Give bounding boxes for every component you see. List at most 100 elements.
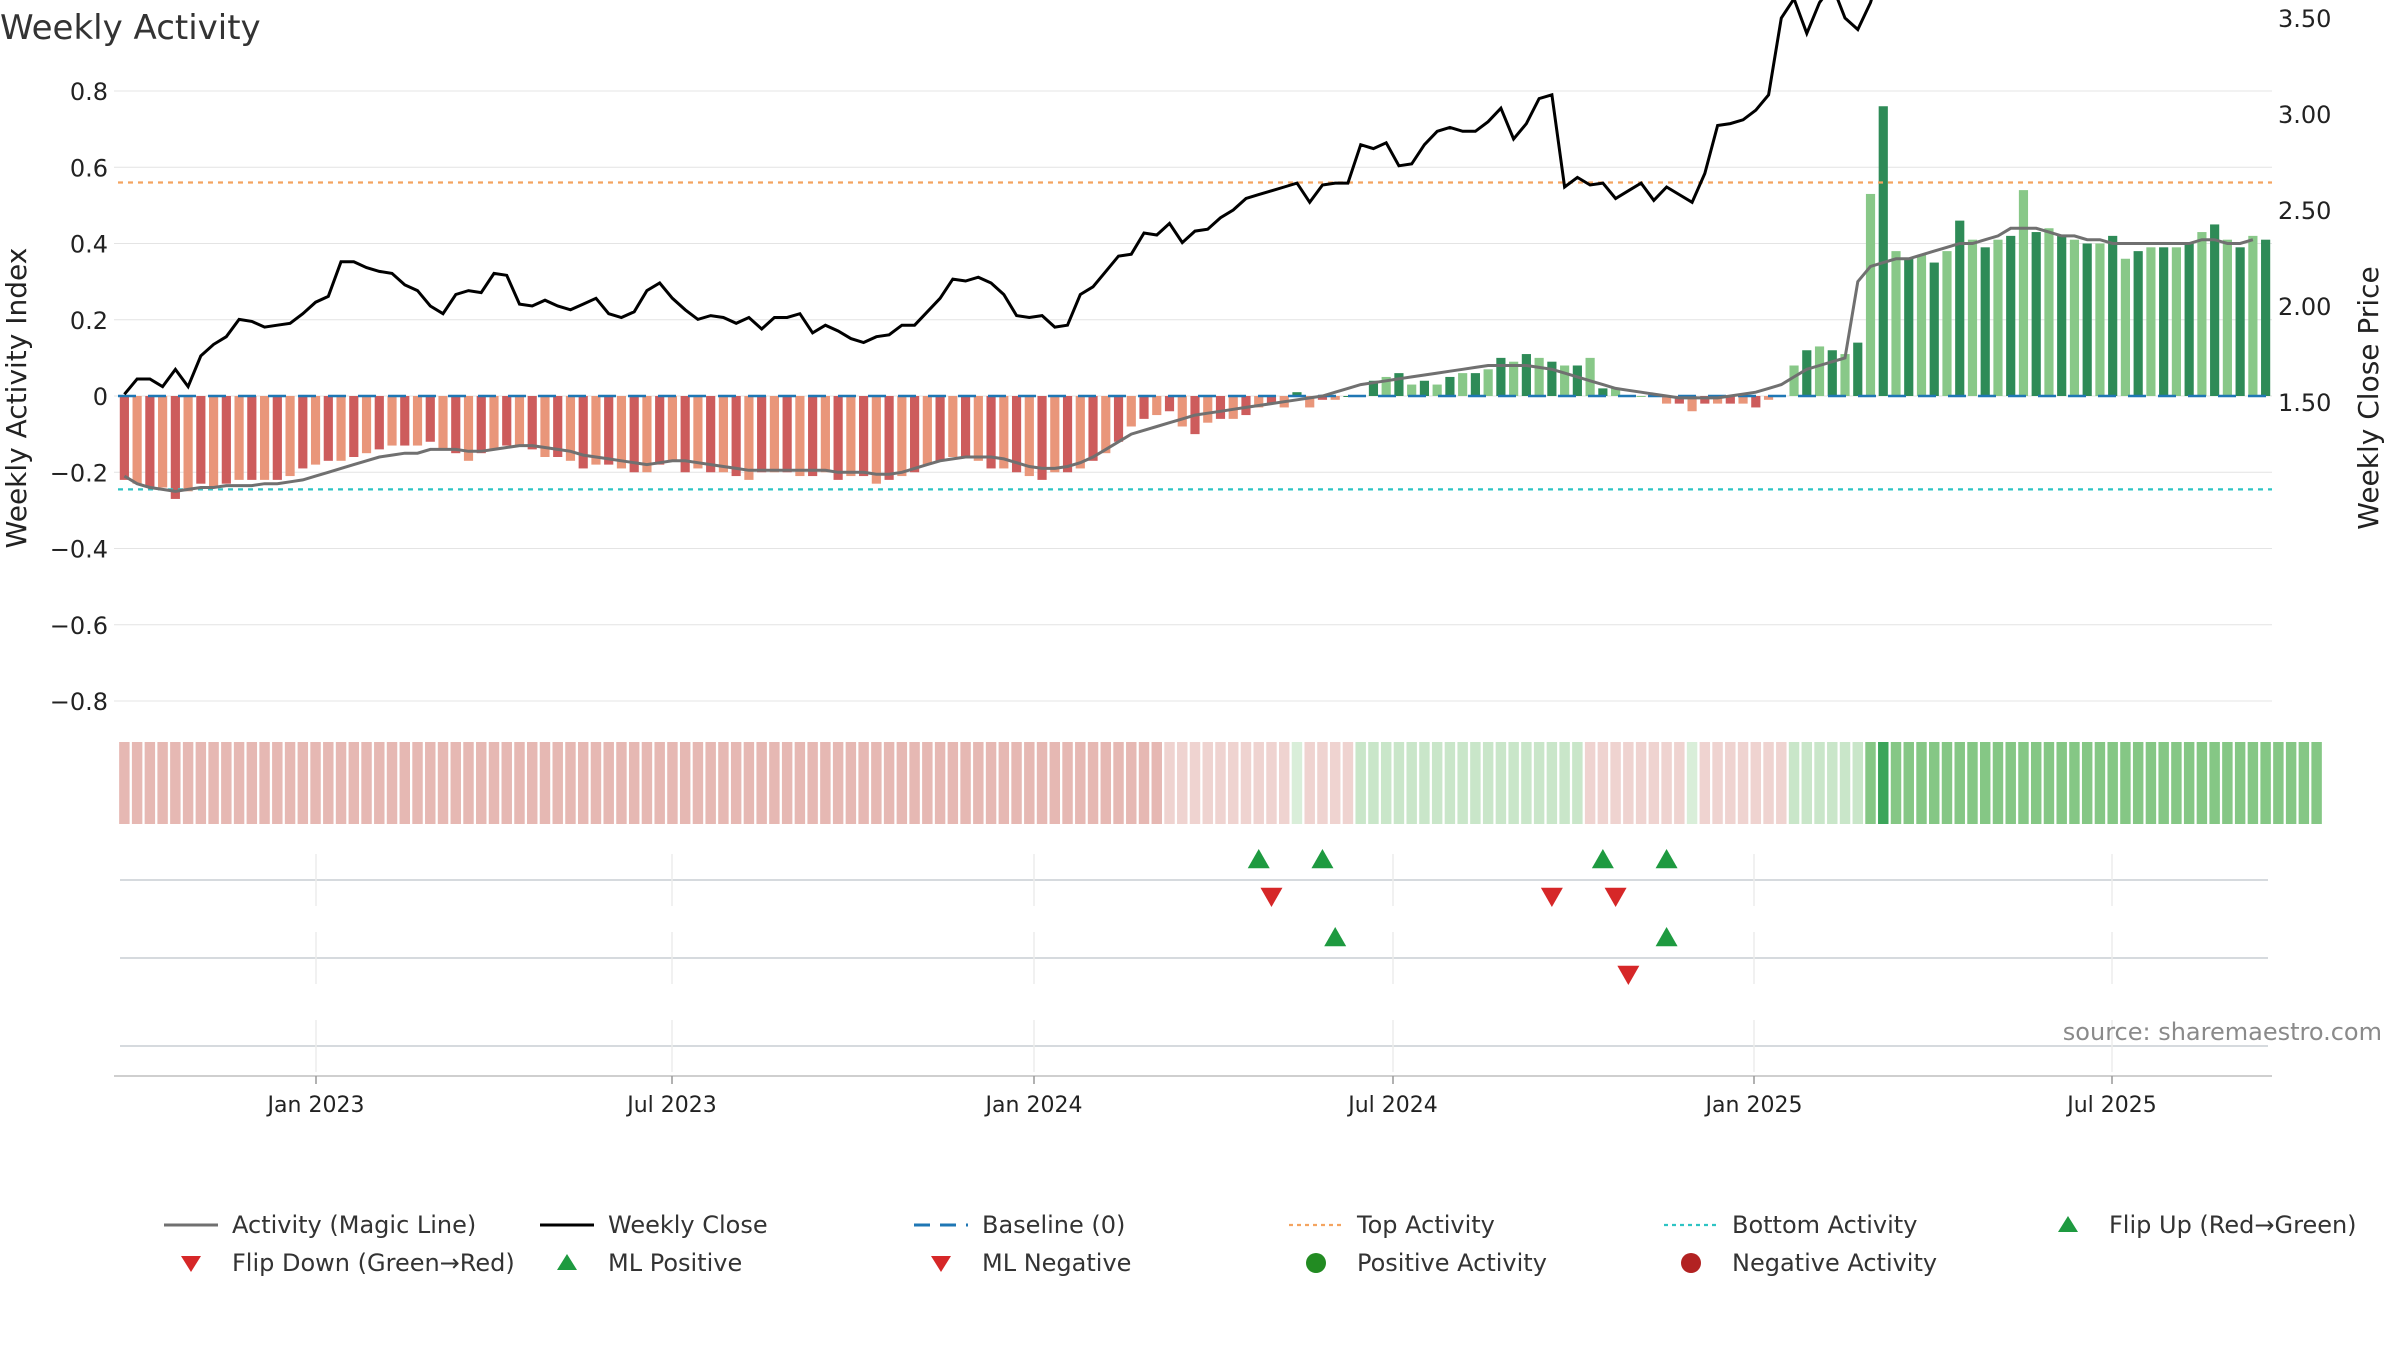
activity-bar: [310, 396, 321, 465]
legend-item: ML Negative: [910, 1246, 1131, 1280]
strip-cell: [310, 742, 321, 824]
strip-cell: [820, 742, 831, 824]
y-tick-label: −0.6: [50, 612, 108, 640]
strip-cell: [233, 742, 245, 824]
activity-bar: [897, 396, 907, 477]
strip-cell: [539, 742, 551, 824]
activity-bar: [1445, 376, 1455, 396]
activity-bar: [2120, 258, 2131, 396]
strip-cell: [1597, 742, 1609, 824]
strip-cell: [1839, 742, 1851, 824]
strip-cell: [616, 742, 627, 824]
activity-bar: [1521, 354, 1531, 396]
strip-cell: [437, 742, 449, 824]
activity-bar: [2210, 224, 2220, 396]
activity-bar: [706, 396, 716, 473]
strip-cell: [182, 742, 194, 824]
strip-cell: [756, 742, 767, 824]
legend-symbol: [1306, 1253, 1326, 1273]
strip-cell: [1648, 742, 1660, 824]
activity-bar: [2057, 235, 2067, 396]
activity-bar: [2261, 239, 2271, 396]
magic-line: [123, 226, 2254, 493]
strip-cell: [399, 742, 411, 824]
activity-bar: [1254, 396, 1264, 408]
strip-cell: [1138, 742, 1150, 824]
strip-cell: [412, 742, 423, 824]
activity-bar: [2031, 232, 2041, 396]
activity-bar: [1763, 396, 1774, 400]
strip-cell: [1725, 742, 1736, 824]
strip-cell: [1393, 742, 1405, 824]
strip-cell: [2209, 742, 2220, 824]
activity-bar: [1509, 361, 1519, 396]
strip-cell: [2260, 742, 2271, 824]
strip-cell: [361, 742, 372, 824]
activity-bar: [2006, 235, 2016, 396]
strip-cell: [1954, 742, 1965, 824]
activity-bar: [1343, 396, 1353, 397]
strip-cell: [1368, 742, 1379, 824]
source-note: source: sharemaestro.com: [2062, 1018, 2382, 1046]
strip-cell: [1215, 742, 1226, 824]
activity-strip: [119, 742, 2322, 824]
strip-cell: [272, 742, 283, 824]
y-tick-label: 0.8: [70, 78, 108, 106]
legend-label: ML Negative: [982, 1249, 1132, 1277]
strip-cell: [1317, 742, 1328, 824]
strip-cell: [1228, 742, 1239, 824]
legend-item: Positive Activity: [1285, 1246, 1547, 1280]
activity-bar: [1113, 396, 1124, 442]
activity-bar: [960, 396, 971, 457]
strip-cell: [119, 742, 130, 824]
activity-bar: [1853, 342, 1863, 396]
activity-bar: [540, 396, 550, 457]
legend-symbol: [557, 1254, 577, 1270]
strip-cell: [1584, 742, 1596, 824]
strip-cell: [514, 742, 525, 824]
strip-cell: [2273, 742, 2284, 824]
x-tick-label: Jan 2025: [1704, 1093, 1803, 1118]
legend-label: Flip Up (Red→Green): [2109, 1211, 2357, 1239]
activity-bar: [693, 396, 703, 469]
legend-item: Flip Up (Red→Green): [2037, 1208, 2357, 1242]
activity-bar: [387, 396, 397, 446]
activity-bar: [1878, 106, 1888, 396]
strip-cell: [922, 742, 933, 824]
strip-cell: [1431, 742, 1443, 824]
activity-bar: [1802, 350, 1812, 396]
activity-bar: [973, 396, 983, 461]
x-tick-label: Jul 2023: [625, 1093, 717, 1118]
activity-bar: [1266, 396, 1277, 404]
strip-cell: [284, 742, 296, 824]
series-lines: [123, 0, 2254, 493]
activity-bar: [1203, 396, 1213, 423]
strip-cell: [2030, 742, 2042, 824]
strip-cell: [1266, 742, 1277, 824]
activity-bar: [718, 396, 729, 473]
strip-cell: [1674, 742, 1685, 824]
strip-cell: [144, 742, 156, 824]
activity-bar: [846, 396, 856, 477]
strip-cell: [1610, 742, 1621, 824]
legend-item: Baseline (0): [910, 1208, 1125, 1242]
strip-cell: [565, 742, 576, 824]
legend-label: Baseline (0): [982, 1211, 1126, 1239]
activity-bar: [1725, 396, 1735, 404]
strip-cell: [590, 742, 602, 824]
strip-cell: [1177, 742, 1188, 824]
activity-bar: [1865, 193, 1876, 396]
y2-axis-label: Weekly Close Price: [2352, 266, 2385, 529]
activity-bar: [833, 396, 843, 480]
strip-cell: [1572, 742, 1583, 824]
activity-bar: [935, 396, 945, 461]
activity-bar: [782, 396, 792, 473]
legend-symbol: [914, 1223, 968, 1227]
strip-cell: [1126, 742, 1137, 824]
activity-bar: [221, 396, 231, 484]
strip-cell: [348, 742, 360, 824]
y-tick-label: 0.6: [70, 154, 108, 182]
strip-cell: [1342, 742, 1354, 824]
strip-cell: [2158, 742, 2169, 824]
activity-bar: [2159, 247, 2169, 396]
